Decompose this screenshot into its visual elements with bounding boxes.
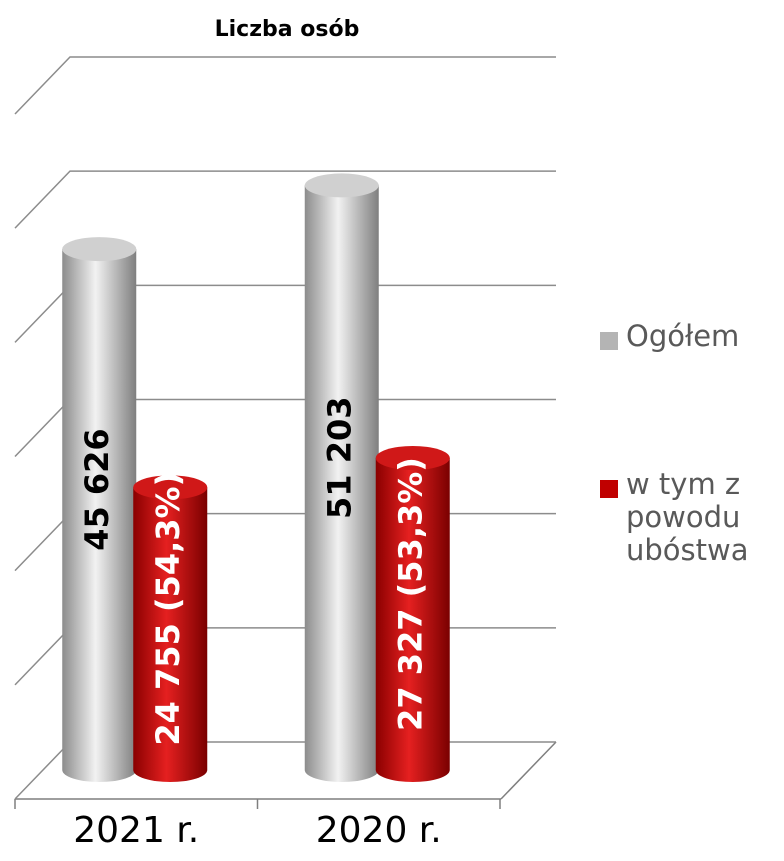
cylinder-top xyxy=(62,237,137,262)
legend-swatch xyxy=(600,332,618,350)
value-label: 24 755 (54,3%) xyxy=(149,472,187,746)
legend-label: Ogółem xyxy=(626,320,740,353)
cylinder-body xyxy=(62,249,137,782)
cylinder-top xyxy=(133,475,208,500)
grid-line xyxy=(14,170,556,229)
value-label: 27 327 (53,3%) xyxy=(392,457,430,731)
grid-line xyxy=(14,56,556,115)
legend-swatch xyxy=(600,480,618,498)
cylinder-body xyxy=(133,487,208,782)
cylinder-body xyxy=(375,458,450,783)
cylinder-top xyxy=(304,173,379,198)
chart-title: Liczba osób xyxy=(215,17,360,42)
value-label: 45 626 xyxy=(78,428,116,550)
legend-entry: w tym z powodu ubóstwa xyxy=(626,468,749,567)
cylinder xyxy=(62,237,137,782)
cylinder xyxy=(133,475,208,782)
cylinder xyxy=(375,446,450,783)
cylinder-top xyxy=(375,446,450,471)
x-tick-label: 2021 r. xyxy=(73,810,199,851)
legend-entry: Ogółem xyxy=(626,320,740,353)
value-label: 51 203 xyxy=(321,396,359,518)
x-tick-label: 2020 r. xyxy=(316,810,442,851)
axis-line xyxy=(500,741,557,800)
cylinder xyxy=(304,173,379,783)
cylinder-body xyxy=(304,185,379,783)
legend-label: w tym z powodu ubóstwa xyxy=(626,468,749,567)
